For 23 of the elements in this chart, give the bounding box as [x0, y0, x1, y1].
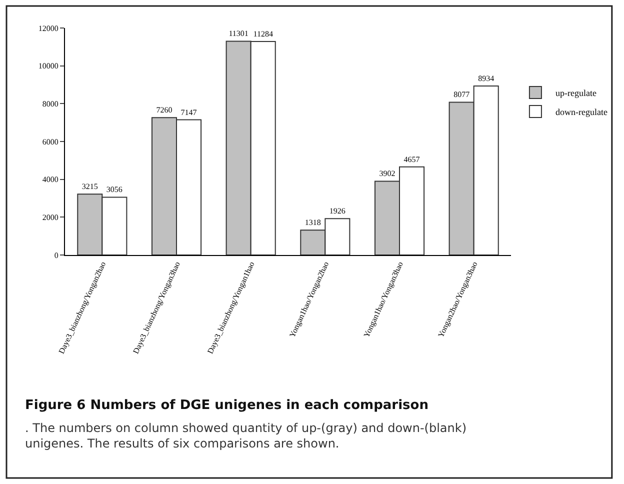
data-label: 3902: [379, 169, 396, 178]
y-tick-label: 4000: [42, 175, 58, 184]
y-tick-label: 2000: [42, 212, 58, 222]
data-label: 11301: [228, 29, 248, 38]
y-tick-label: 12000: [38, 24, 58, 33]
y-tick-label: 8000: [42, 99, 58, 108]
data-label: 8077: [454, 90, 470, 100]
y-tick-label: 0: [54, 250, 58, 260]
data-label: 3056: [106, 185, 122, 194]
y-tick-label: 10000: [38, 62, 58, 71]
data-label: 7260: [156, 106, 172, 115]
legend-label: up-regulate: [555, 88, 596, 98]
data-label: 1318: [304, 218, 321, 228]
data-label: 7147: [180, 108, 197, 117]
data-label: 1926: [329, 206, 346, 216]
y-tick-label: 6000: [42, 137, 58, 146]
text: Figure 6 Numbers of DGE unigenes in each comparison: [25, 398, 428, 413]
legend-label: down-regulate: [555, 106, 608, 117]
data-label: 11284: [253, 30, 273, 39]
data-label: 4657: [404, 154, 420, 164]
data-label: 3215: [82, 182, 98, 192]
text: . The numbers on column showed quantity of up-(gray) and down-(blank) unigenes. The results of six comparisons are shown.: [25, 421, 467, 451]
data-label: 8934: [478, 74, 494, 83]
